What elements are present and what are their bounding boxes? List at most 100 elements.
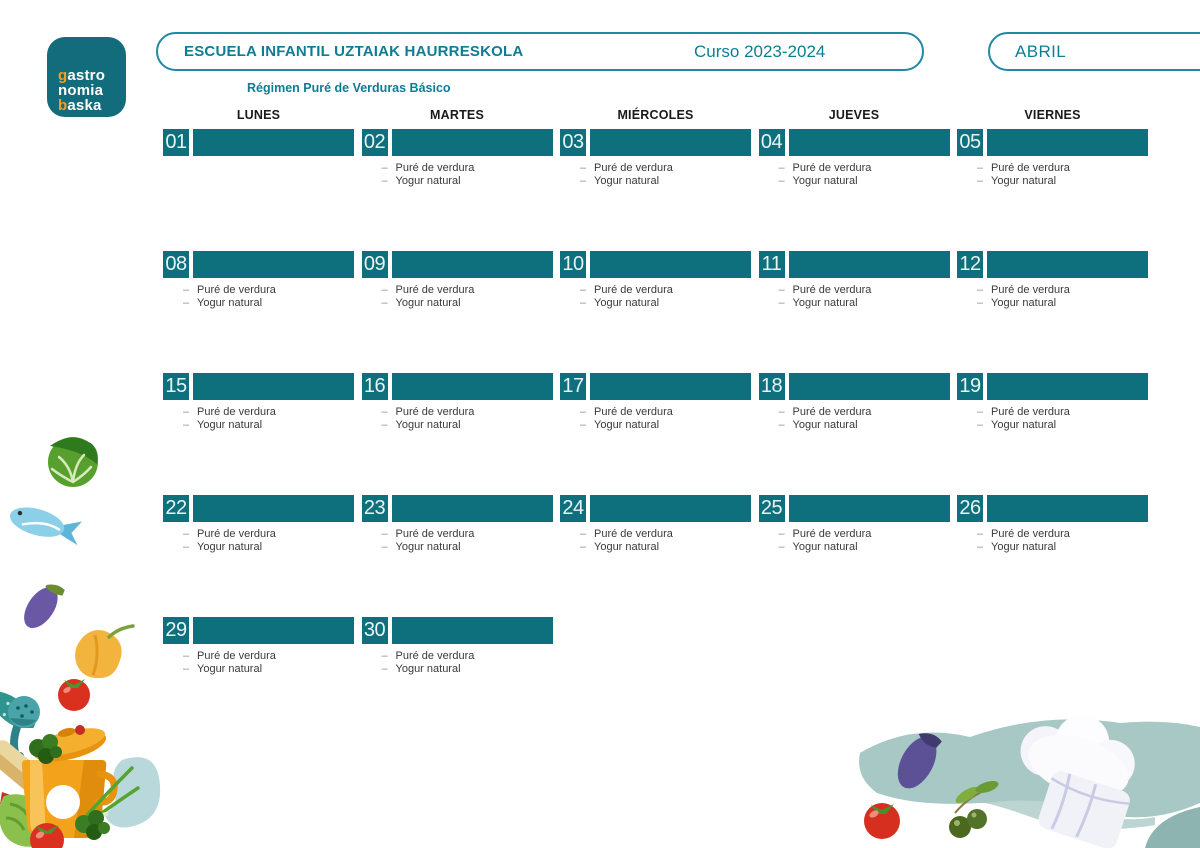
menu-item-list: – Puré de verdura – Yogur natural <box>163 529 354 553</box>
day-number: 11 <box>758 251 785 278</box>
menu-item: – Puré de verdura <box>382 651 553 662</box>
dash-bullet: – <box>381 419 388 431</box>
dash-bullet: – <box>778 284 785 296</box>
day-number: 04 <box>758 129 785 156</box>
tomato-icon <box>864 803 900 839</box>
dash-bullet: – <box>381 663 388 675</box>
menu-item-list: – Puré de verdura – Yogur natural <box>560 163 751 187</box>
gastronomia-baska-logo: gastro nomia baska <box>47 37 126 117</box>
dash-bullet: – <box>778 528 785 540</box>
menu-item-text: Yogur natural <box>197 663 263 675</box>
dash-bullet: – <box>580 175 587 187</box>
menu-item: – Puré de verdura <box>183 285 354 296</box>
menu-item: – Puré de verdura <box>779 285 950 296</box>
day-header-bar <box>193 617 354 644</box>
day-header-bar <box>590 251 751 278</box>
menu-item: – Puré de verdura <box>183 651 354 662</box>
dash-bullet: – <box>183 297 190 309</box>
day-number: 29 <box>163 617 189 644</box>
eggplant-icon <box>897 733 942 789</box>
day-header-bar <box>788 495 950 522</box>
menu-item-text: Puré de verdura <box>594 528 673 540</box>
dash-bullet: – <box>580 528 587 540</box>
chef-hat-icon <box>1020 715 1135 848</box>
menu-item: – Yogur natural <box>183 298 354 309</box>
day-number: 01 <box>163 129 189 156</box>
dash-bullet: – <box>778 297 785 309</box>
dash-bullet: – <box>381 406 388 418</box>
menu-item: – Yogur natural <box>779 176 950 187</box>
menu-item-text: Yogur natural <box>594 175 660 187</box>
day-number: 17 <box>560 373 586 400</box>
menu-item-text: Puré de verdura <box>395 406 475 418</box>
weekday-header: MARTES <box>430 108 484 122</box>
eggplant-icon <box>24 584 65 629</box>
day-cell-15: 15– Puré de verdura – Yogur natural <box>163 373 354 431</box>
broccoli-icon-2 <box>75 810 110 840</box>
day-number: 23 <box>361 495 388 522</box>
menu-item-list: – Puré de verdura – Yogur natural <box>759 529 950 553</box>
menu-item: – Yogur natural <box>382 664 553 675</box>
menu-item-text: Puré de verdura <box>395 528 475 540</box>
menu-item-text: Yogur natural <box>792 419 858 431</box>
dash-bullet: – <box>977 541 984 553</box>
course-label: Curso 2023-2024 <box>694 41 826 61</box>
menu-item-list: – Puré de verdura – Yogur natural <box>957 407 1148 431</box>
school-name: ESCUELA INFANTIL UZTAIAK HAURRESKOLA <box>184 43 524 60</box>
menu-item: – Yogur natural <box>779 298 950 309</box>
day-cell-08: 08– Puré de verdura – Yogur natural <box>163 251 354 309</box>
dash-bullet: – <box>183 284 190 296</box>
menu-item-list: – Puré de verdura – Yogur natural <box>163 651 354 675</box>
weekday-header: JUEVES <box>828 108 880 122</box>
day-header-bar <box>987 251 1148 278</box>
dash-bullet: – <box>977 284 984 296</box>
day-cell-09: 09– Puré de verdura – Yogur natural <box>361 251 553 309</box>
menu-item: – Puré de verdura <box>977 529 1148 540</box>
menu-item-text: Puré de verdura <box>991 284 1070 296</box>
day-header-bar <box>391 617 553 644</box>
menu-item-list: – Puré de verdura – Yogur natural <box>957 529 1148 553</box>
menu-item-text: Puré de verdura <box>594 406 673 418</box>
day-cell-04: 04– Puré de verdura – Yogur natural <box>758 129 950 187</box>
day-cell-23: 23– Puré de verdura – Yogur natural <box>361 495 553 553</box>
menu-item-text: Puré de verdura <box>395 162 475 174</box>
menu-item-text: Yogur natural <box>792 175 858 187</box>
menu-item-list: – Puré de verdura – Yogur natural <box>163 407 354 431</box>
dash-bullet: – <box>183 528 190 540</box>
menu-item: – Yogur natural <box>382 542 553 553</box>
dash-bullet: – <box>580 541 587 553</box>
dash-bullet: – <box>580 297 587 309</box>
menu-item: – Yogur natural <box>779 542 950 553</box>
menu-item-text: Yogur natural <box>594 541 660 553</box>
day-header-bar <box>193 495 354 522</box>
menu-item-text: Puré de verdura <box>197 406 276 418</box>
menu-item-text: Puré de verdura <box>594 162 673 174</box>
menu-item: – Puré de verdura <box>382 407 553 418</box>
menu-item-text: Puré de verdura <box>395 284 475 296</box>
tomato-icon <box>58 679 90 711</box>
day-number: 22 <box>163 495 189 522</box>
month-label: ABRIL <box>1015 41 1067 61</box>
day-header-bar <box>391 251 553 278</box>
menu-item-text: Yogur natural <box>991 297 1057 309</box>
day-number: 25 <box>758 495 785 522</box>
menu-item-text: Yogur natural <box>197 419 263 431</box>
day-number: 16 <box>361 373 388 400</box>
day-cell-26: 26– Puré de verdura – Yogur natural <box>957 495 1148 553</box>
menu-item-text: Yogur natural <box>395 175 461 187</box>
menu-item-list: – Puré de verdura – Yogur natural <box>957 285 1148 309</box>
menu-item-text: Puré de verdura <box>792 284 872 296</box>
day-header-bar <box>193 373 354 400</box>
dash-bullet: – <box>183 663 190 675</box>
day-cell-18: 18– Puré de verdura – Yogur natural <box>758 373 950 431</box>
menu-item-list: – Puré de verdura – Yogur natural <box>560 285 751 309</box>
day-number: 03 <box>560 129 586 156</box>
menu-item-list: – Puré de verdura – Yogur natural <box>362 651 553 675</box>
day-cell-16: 16– Puré de verdura – Yogur natural <box>361 373 553 431</box>
menu-item: – Yogur natural <box>580 420 751 431</box>
dash-bullet: – <box>778 175 785 187</box>
day-cell-03: 03 – Puré de verdura – Yogur natural <box>560 129 751 187</box>
day-header-bar <box>590 495 751 522</box>
day-number: 18 <box>758 373 785 400</box>
